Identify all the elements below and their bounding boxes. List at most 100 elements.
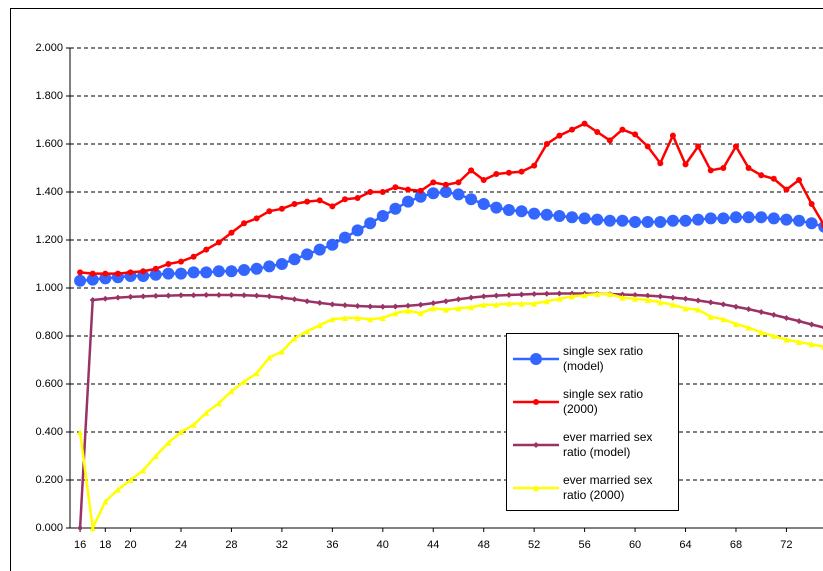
data-point bbox=[591, 213, 604, 226]
data-point bbox=[629, 216, 642, 228]
data-point bbox=[228, 291, 235, 298]
x-tick-label: 44 bbox=[427, 539, 439, 551]
data-point bbox=[531, 300, 538, 307]
data-point bbox=[187, 266, 200, 279]
data-point bbox=[228, 388, 235, 395]
x-tick-label: 64 bbox=[679, 539, 691, 551]
data-point bbox=[770, 333, 777, 339]
y-tick-label: 1.000 bbox=[35, 282, 63, 294]
legend-entry: ever married sex ratio (2000) bbox=[511, 466, 674, 509]
data-point bbox=[392, 184, 399, 191]
data-point bbox=[367, 316, 374, 323]
data-point bbox=[531, 291, 538, 297]
y-tick-label: 0.800 bbox=[35, 330, 63, 342]
legend-swatch bbox=[513, 484, 559, 491]
data-point bbox=[770, 311, 777, 318]
data-point bbox=[77, 429, 84, 435]
legend-entry: ever married sex ratio (model) bbox=[511, 423, 674, 466]
data-point bbox=[707, 313, 714, 320]
data-point bbox=[442, 306, 449, 313]
data-point bbox=[137, 270, 150, 282]
data-point bbox=[505, 300, 512, 307]
data-point bbox=[796, 177, 803, 183]
data-point bbox=[644, 143, 651, 150]
series-line bbox=[78, 292, 823, 529]
legend-marker bbox=[533, 484, 539, 491]
y-tick-label: 1.800 bbox=[35, 90, 63, 102]
data-point bbox=[578, 212, 591, 225]
legend-label: ever married sex ratio (2000) bbox=[563, 472, 653, 502]
data-point bbox=[515, 205, 528, 218]
data-point bbox=[215, 239, 222, 246]
data-point bbox=[657, 293, 664, 300]
data-point bbox=[367, 189, 374, 195]
data-point bbox=[695, 306, 702, 313]
data-point bbox=[177, 258, 184, 265]
data-point bbox=[783, 336, 790, 343]
data-point bbox=[720, 165, 727, 171]
x-tick-label: 40 bbox=[377, 539, 389, 551]
data-point bbox=[102, 295, 109, 302]
y-tick-label: 2.000 bbox=[35, 42, 63, 54]
data-point bbox=[644, 297, 651, 303]
data-point bbox=[266, 293, 273, 300]
data-point bbox=[641, 216, 654, 228]
data-point bbox=[540, 208, 553, 221]
data-point bbox=[225, 265, 238, 278]
data-point bbox=[162, 267, 175, 280]
data-point bbox=[616, 214, 629, 227]
data-point bbox=[253, 215, 260, 222]
data-point bbox=[367, 303, 374, 310]
y-tick-label: 0.200 bbox=[35, 474, 63, 486]
data-point bbox=[480, 301, 487, 308]
data-point bbox=[127, 477, 134, 483]
legend-label: single sex ratio (2000) bbox=[563, 386, 644, 416]
data-point bbox=[669, 294, 676, 301]
data-point bbox=[732, 143, 739, 150]
data-point bbox=[215, 400, 222, 407]
data-point bbox=[531, 162, 538, 169]
x-tick-label: 36 bbox=[326, 539, 338, 551]
data-point bbox=[669, 301, 676, 308]
data-point bbox=[341, 302, 348, 309]
data-point bbox=[732, 321, 739, 327]
data-point bbox=[493, 292, 500, 299]
data-point bbox=[165, 292, 172, 299]
data-point bbox=[316, 299, 323, 306]
data-point bbox=[767, 212, 780, 225]
y-tick-label: 0.000 bbox=[35, 522, 63, 534]
data-point bbox=[241, 378, 248, 385]
data-point bbox=[140, 268, 147, 275]
series-line bbox=[78, 292, 823, 533]
data-point bbox=[619, 126, 626, 133]
data-point bbox=[490, 201, 503, 214]
data-point bbox=[379, 315, 386, 321]
data-point bbox=[682, 295, 689, 302]
data-point bbox=[99, 272, 112, 285]
x-tick-label: 48 bbox=[478, 539, 490, 551]
data-point bbox=[553, 210, 566, 222]
y-tick-label: 0.400 bbox=[35, 426, 63, 438]
legend-swatch bbox=[513, 441, 559, 448]
data-point bbox=[215, 291, 222, 298]
data-point bbox=[379, 189, 386, 195]
data-point bbox=[455, 179, 462, 186]
data-point bbox=[793, 214, 806, 227]
data-point bbox=[808, 321, 815, 328]
data-point bbox=[695, 297, 702, 304]
data-point bbox=[518, 291, 525, 298]
data-point bbox=[581, 292, 588, 299]
data-point bbox=[758, 309, 765, 315]
data-point bbox=[288, 253, 301, 266]
data-point bbox=[313, 243, 326, 256]
data-point bbox=[203, 291, 210, 298]
data-point bbox=[253, 370, 260, 377]
x-tick-label: 24 bbox=[175, 539, 187, 551]
data-point bbox=[717, 212, 730, 225]
data-point bbox=[780, 213, 793, 226]
data-point bbox=[177, 292, 184, 299]
data-point bbox=[543, 298, 550, 305]
data-point bbox=[405, 186, 412, 193]
data-point bbox=[354, 303, 361, 309]
